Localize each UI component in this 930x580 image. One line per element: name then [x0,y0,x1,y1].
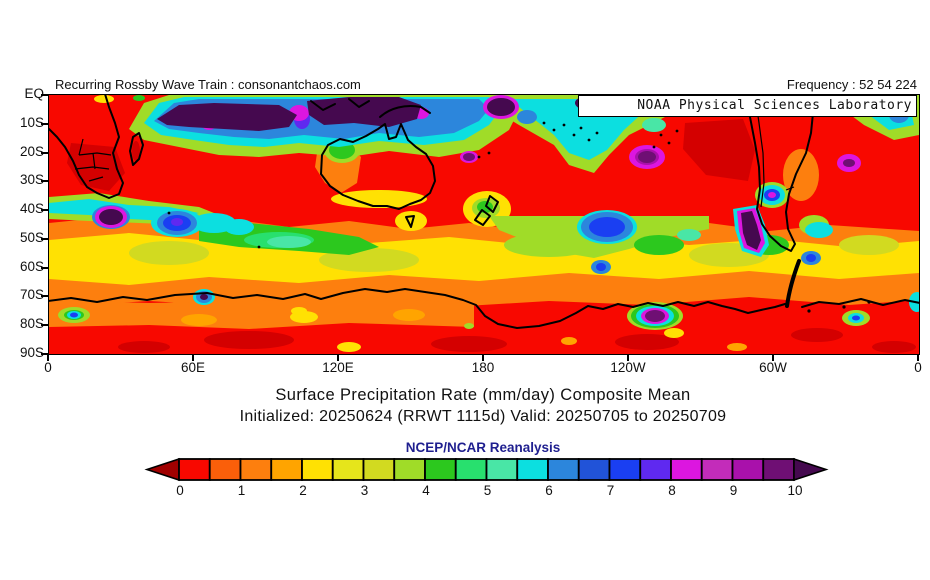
lon-tick-mark [917,355,919,361]
lat-tick-label: 90S [19,345,44,360]
lat-tick-mark [41,180,48,183]
lon-tick-mark [337,355,339,361]
colorbar-cell [239,458,273,481]
lon-tick-mark [47,355,49,361]
lat-tick-mark [41,94,48,96]
lon-tick-label: 0 [914,360,922,375]
lat-tick-mark [41,237,48,240]
colorbar-tick-label: 3 [360,483,369,498]
colorbar-tick-label: 10 [787,483,803,498]
lon-tick-mark [627,355,629,361]
lon-tick-label: 180 [471,360,495,375]
lon-tick-mark [482,355,484,361]
frequency-text: Frequency : 52 54 224 [786,77,917,92]
colorbar-cell [608,458,642,481]
lat-tick-mark [41,353,48,355]
lat-tick-mark [41,122,48,125]
colorbar-cell [670,458,703,481]
lat-axis-labels: EQ 10S 20S 30S 40S 50S 60S 70S 80S 90S [0,86,44,360]
colorbar-tick-label: 8 [668,483,676,498]
lat-tick-mark [41,295,48,298]
colorbar-cell [762,458,795,481]
colorbar-cell [577,458,611,481]
caption: Surface Precipitation Rate (mm/day) Comp… [48,386,918,426]
colorbar-cell [516,458,549,481]
colorbar-tick-label: 6 [545,483,553,498]
noaa-psl-label: NOAA Physical Sciences Laboratory [578,95,917,117]
colorbar-cell [547,458,580,481]
coastlines [49,95,919,329]
colorbar-cell [331,458,365,481]
island-dots [167,121,871,313]
lat-tick-label: 20S [19,143,44,159]
credit-text: Recurring Rossby Wave Train : consonantc… [55,77,361,92]
colorbar-tick-label: 1 [237,483,246,498]
colorbar-cell [270,458,303,481]
lat-tick-label: 30S [19,172,44,188]
lon-tick-label: 0 [44,360,52,375]
colorbar-cell [424,458,457,481]
colorbar-tick-label: 5 [483,483,492,498]
colorbar-cell [454,458,488,481]
lat-tick-label: 10S [19,114,44,130]
lat-tick-mark [41,151,48,154]
lon-tick-label: 60E [180,360,206,375]
colorbar-svg [144,457,829,482]
colorbar-cell [700,458,734,481]
colorbar-cell [362,458,396,481]
lon-tick-mark [772,355,774,361]
colorbar [144,457,830,488]
lat-tick-label: 40S [19,201,44,217]
colorbar-tick-label: 7 [606,483,615,498]
precipitation-map [49,95,919,354]
data-source-label: NCEP/NCAR Reanalysis [405,440,561,455]
lat-tick-label: 60S [19,258,44,274]
lon-tick-label: 120W [610,360,646,375]
colorbar-cell [301,458,334,481]
colorbar-cell [393,458,426,481]
lat-tick-mark [41,324,48,327]
colorbar-cell [178,458,211,481]
colorbar-cell [485,458,519,481]
plot-title: Surface Precipitation Rate (mm/day) Comp… [275,386,691,404]
colorbar-tick-label: 0 [176,483,184,498]
lat-tick-mark [41,266,48,269]
colorbar-cell [639,458,672,481]
colorbar-tick-label: 2 [299,483,307,498]
colorbar-tick-label: 4 [422,483,430,498]
lat-tick-label: 50S [19,229,44,245]
lat-tick-label: 80S [19,316,44,332]
lat-tick-mark [41,209,48,212]
colorbar-right-arrow [793,457,829,482]
lat-tick-label: 70S [19,287,44,303]
lat-tick-label: EQ [24,86,44,101]
lon-axis-labels: 0 60E 120E 180 120W 60W 0 [0,360,930,378]
map-frame [48,94,920,355]
lon-tick-label: 120E [322,360,354,375]
colorbar-cell [208,458,242,481]
lon-tick-mark [192,355,194,361]
colorbar-tick-labels: 0 1 2 3 4 5 6 7 8 9 10 [144,483,830,501]
plot-subtitle: Initialized: 20250624 (RRWT 1115d) Valid… [239,408,727,425]
colorbar-left-arrow [144,457,180,482]
colorbar-cell [731,458,765,481]
lon-tick-label: 60W [759,360,787,375]
colorbar-tick-label: 9 [729,483,738,498]
